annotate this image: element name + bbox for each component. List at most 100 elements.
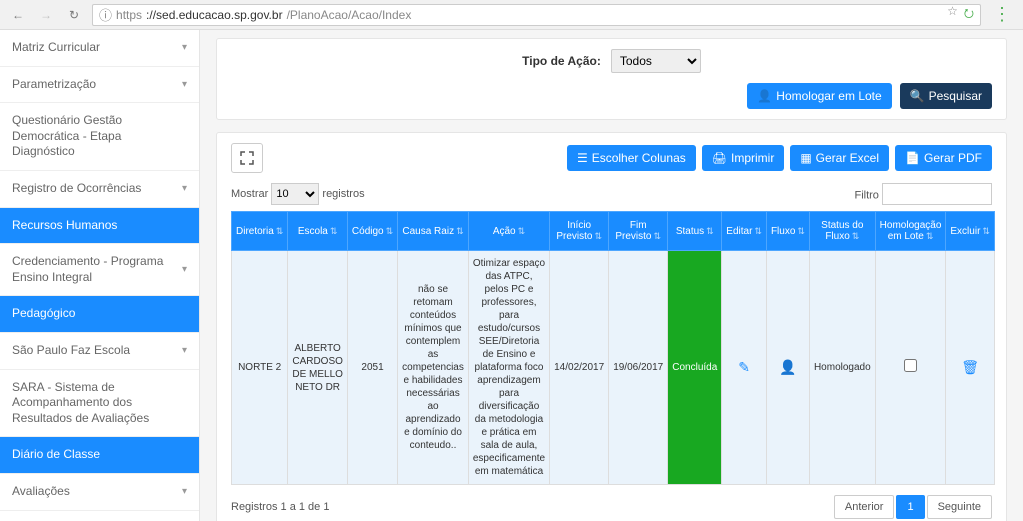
page-1-button[interactable]: 1 — [896, 495, 924, 519]
col-7[interactable]: Status⇅ — [668, 212, 722, 251]
tipo-acao-label: Tipo de Ação: — [522, 54, 601, 68]
sidebar-item-0[interactable]: Matriz Curricular▾ — [0, 30, 199, 67]
sidebar-item-8[interactable]: SARA - Sistema de Acompanhamento dos Res… — [0, 370, 199, 438]
delete-icon[interactable]: 🗑 — [961, 359, 979, 375]
edit-icon[interactable]: ✎ — [738, 359, 750, 375]
col-5[interactable]: Início Previsto⇅ — [550, 212, 609, 251]
sidebar-item-9[interactable]: Diário de Classe — [0, 437, 199, 474]
chevron-down-icon: ▾ — [182, 182, 187, 195]
info-icon: ⓘ — [99, 5, 112, 24]
col-label: Fim Previsto — [615, 220, 651, 242]
list-icon: ☰ — [577, 151, 588, 165]
col-label: Fluxo — [771, 226, 795, 237]
sidebar-item-label: Parametrização — [12, 77, 96, 93]
col-label: Ação — [493, 226, 516, 237]
sidebar-item-3[interactable]: Registro de Ocorrências▾ — [0, 171, 199, 208]
sidebar: Matriz Curricular▾Parametrização▾Questio… — [0, 30, 200, 521]
col-11[interactable]: Homologação em Lote⇅ — [875, 212, 946, 251]
grid-icon: ▦ — [800, 151, 811, 165]
bookmark-icon[interactable]: ⭮ — [964, 4, 974, 25]
tipo-acao-select[interactable]: Todos — [611, 49, 701, 73]
cell-homolog — [875, 251, 946, 485]
col-9[interactable]: Fluxo⇅ — [766, 212, 809, 251]
col-10[interactable]: Status do Fluxo⇅ — [809, 212, 875, 251]
chevron-down-icon: ▾ — [182, 485, 187, 498]
sidebar-item-2[interactable]: Questionário Gestão Democrática - Etapa … — [0, 103, 199, 171]
star-icon[interactable]: ☆ — [947, 4, 958, 25]
sidebar-item-1[interactable]: Parametrização▾ — [0, 67, 199, 104]
col-label: Diretoria — [236, 226, 274, 237]
homologar-lote-button[interactable]: 👤 Homologar em Lote — [747, 83, 891, 109]
chevron-down-icon: ▾ — [182, 263, 187, 276]
sidebar-item-11[interactable]: Fechamento▾ — [0, 511, 199, 521]
sort-icon: ⇅ — [456, 226, 464, 236]
cell-fim: 19/06/2017 — [609, 251, 668, 485]
gerar-excel-button[interactable]: ▦ Gerar Excel — [790, 145, 889, 171]
gerar-pdf-button[interactable]: 📄 Gerar PDF — [895, 145, 992, 171]
sort-icon: ⇅ — [982, 226, 990, 236]
sidebar-item-7[interactable]: São Paulo Faz Escola ▾ — [0, 333, 199, 370]
homolog-checkbox[interactable] — [904, 359, 917, 372]
sidebar-item-5[interactable]: Credenciamento - Programa Ensino Integra… — [0, 244, 199, 296]
sidebar-item-4[interactable]: Recursos Humanos — [0, 208, 199, 245]
pesquisar-button[interactable]: 🔍 Pesquisar — [900, 83, 992, 109]
sidebar-item-6[interactable]: Pedagógico — [0, 296, 199, 333]
col-label: Escola — [298, 226, 328, 237]
col-8[interactable]: Editar⇅ — [722, 212, 767, 251]
cell-codigo: 2051 — [347, 251, 397, 485]
sort-icon: ⇅ — [797, 226, 805, 236]
page-next-button[interactable]: Seguinte — [927, 495, 992, 519]
show-post-label: registros — [322, 188, 364, 200]
sort-icon: ⇅ — [330, 226, 338, 236]
gerar-pdf-label: Gerar PDF — [924, 151, 982, 165]
col-12[interactable]: Excluir⇅ — [946, 212, 995, 251]
sidebar-item-label: SARA - Sistema de Acompanhamento dos Res… — [12, 380, 187, 427]
sidebar-item-label: Credenciamento - Programa Ensino Integra… — [12, 254, 182, 285]
escolher-colunas-label: Escolher Colunas — [592, 151, 686, 165]
sidebar-item-10[interactable]: Avaliações ▾ — [0, 474, 199, 511]
expand-button[interactable] — [231, 143, 263, 173]
url-bar[interactable]: ⓘ https://sed.educacao.sp.gov.br/PlanoAc… — [92, 4, 981, 26]
col-3[interactable]: Causa Raiz⇅ — [398, 212, 469, 251]
sort-icon: ⇅ — [852, 231, 860, 241]
col-1[interactable]: Escola⇅ — [288, 212, 348, 251]
cell-causa-raiz: não se retomam conteúdos mínimos que con… — [398, 251, 469, 485]
col-0[interactable]: Diretoria⇅ — [232, 212, 288, 251]
url-scheme: https — [116, 8, 142, 22]
sidebar-item-label: Matriz Curricular — [12, 40, 100, 56]
results-table: Diretoria⇅Escola⇅Código⇅Causa Raiz⇅Ação⇅… — [231, 211, 995, 485]
chevron-down-icon: ▾ — [182, 344, 187, 357]
cell-acao: Otimizar espaço das ATPC, pelos PC e pro… — [468, 251, 549, 485]
page-size-select[interactable]: 10 — [271, 183, 319, 205]
expand-icon — [240, 151, 254, 165]
cell-editar: ✎ — [722, 251, 767, 485]
col-6[interactable]: Fim Previsto⇅ — [609, 212, 668, 251]
sort-icon: ⇅ — [706, 226, 714, 236]
col-2[interactable]: Código⇅ — [347, 212, 397, 251]
filter-input[interactable] — [882, 183, 992, 205]
imprimir-button[interactable]: 🖨 Imprimir — [702, 145, 785, 171]
col-4[interactable]: Ação⇅ — [468, 212, 549, 251]
back-button[interactable]: ← — [8, 5, 28, 25]
page-prev-button[interactable]: Anterior — [834, 495, 895, 519]
search-icon: 🔍 — [910, 89, 925, 103]
user-icon: 👤 — [757, 89, 772, 103]
cell-status: Concluída — [668, 251, 722, 485]
sidebar-item-label: Avaliações — [12, 484, 70, 500]
reload-button[interactable]: ↻ — [64, 5, 84, 25]
browser-menu-button[interactable]: ⋮ — [989, 4, 1015, 25]
flow-icon[interactable]: 👤 — [779, 359, 796, 375]
pesquisar-label: Pesquisar — [929, 89, 982, 103]
escolher-colunas-button[interactable]: ☰ Escolher Colunas — [567, 145, 696, 171]
cell-excluir: 🗑 — [946, 251, 995, 485]
sort-icon: ⇅ — [594, 231, 602, 241]
col-label: Início Previsto — [556, 220, 592, 242]
url-host: ://sed.educacao.sp.gov.br — [146, 8, 283, 22]
sidebar-item-label: São Paulo Faz Escola — [12, 343, 130, 359]
col-label: Status — [676, 226, 704, 237]
cell-fluxo: 👤 — [766, 251, 809, 485]
cell-diretoria: NORTE 2 — [232, 251, 288, 485]
sidebar-item-label: Recursos Humanos — [12, 218, 117, 234]
col-label: Excluir — [950, 226, 980, 237]
imprimir-label: Imprimir — [731, 151, 774, 165]
